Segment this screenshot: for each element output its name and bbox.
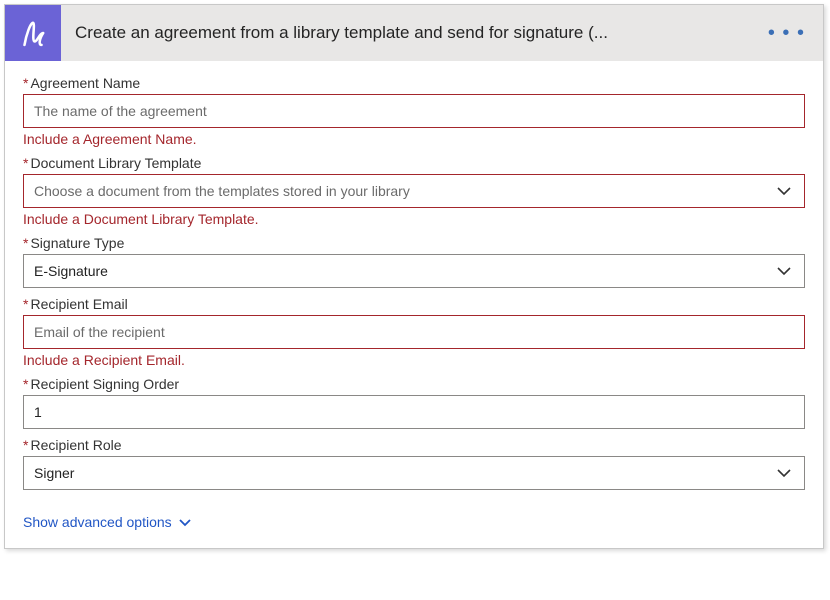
action-title: Create an agreement from a library templ… bbox=[61, 23, 762, 43]
recipient-email-placeholder: Email of the recipient bbox=[34, 324, 794, 340]
agreement-name-input[interactable]: The name of the agreement bbox=[23, 94, 805, 128]
signature-type-label: *Signature Type bbox=[23, 235, 805, 251]
field-recipient-role: *Recipient Role Signer bbox=[23, 437, 805, 490]
doc-template-label: *Document Library Template bbox=[23, 155, 805, 171]
chevron-down-icon bbox=[774, 186, 794, 196]
agreement-name-error: Include a Agreement Name. bbox=[23, 131, 805, 147]
field-signing-order: *Recipient Signing Order 1 bbox=[23, 376, 805, 429]
action-header[interactable]: Create an agreement from a library templ… bbox=[5, 5, 823, 61]
chevron-down-icon bbox=[178, 518, 192, 527]
recipient-role-label: *Recipient Role bbox=[23, 437, 805, 453]
chevron-down-icon bbox=[774, 266, 794, 276]
recipient-email-label: *Recipient Email bbox=[23, 296, 805, 312]
field-agreement-name: *Agreement Name The name of the agreemen… bbox=[23, 75, 805, 147]
more-menu-icon[interactable]: • • • bbox=[762, 18, 811, 49]
agreement-name-label: *Agreement Name bbox=[23, 75, 805, 91]
field-doc-template: *Document Library Template Choose a docu… bbox=[23, 155, 805, 227]
adobe-sign-icon bbox=[5, 5, 61, 61]
doc-template-error: Include a Document Library Template. bbox=[23, 211, 805, 227]
field-recipient-email: *Recipient Email Email of the recipient … bbox=[23, 296, 805, 368]
form-body: *Agreement Name The name of the agreemen… bbox=[5, 61, 823, 548]
signing-order-value: 1 bbox=[34, 404, 794, 420]
recipient-email-error: Include a Recipient Email. bbox=[23, 352, 805, 368]
recipient-role-dropdown[interactable]: Signer bbox=[23, 456, 805, 490]
signing-order-input[interactable]: 1 bbox=[23, 395, 805, 429]
signing-order-label: *Recipient Signing Order bbox=[23, 376, 805, 392]
field-signature-type: *Signature Type E-Signature bbox=[23, 235, 805, 288]
doc-template-placeholder: Choose a document from the templates sto… bbox=[34, 183, 774, 199]
action-card: Create an agreement from a library templ… bbox=[4, 4, 824, 549]
agreement-name-placeholder: The name of the agreement bbox=[34, 103, 794, 119]
signature-type-dropdown[interactable]: E-Signature bbox=[23, 254, 805, 288]
chevron-down-icon bbox=[774, 468, 794, 478]
show-advanced-options-link[interactable]: Show advanced options bbox=[23, 514, 192, 530]
recipient-role-value: Signer bbox=[34, 465, 774, 481]
advanced-link-text: Show advanced options bbox=[23, 514, 172, 530]
doc-template-dropdown[interactable]: Choose a document from the templates sto… bbox=[23, 174, 805, 208]
recipient-email-input[interactable]: Email of the recipient bbox=[23, 315, 805, 349]
signature-type-value: E-Signature bbox=[34, 263, 774, 279]
